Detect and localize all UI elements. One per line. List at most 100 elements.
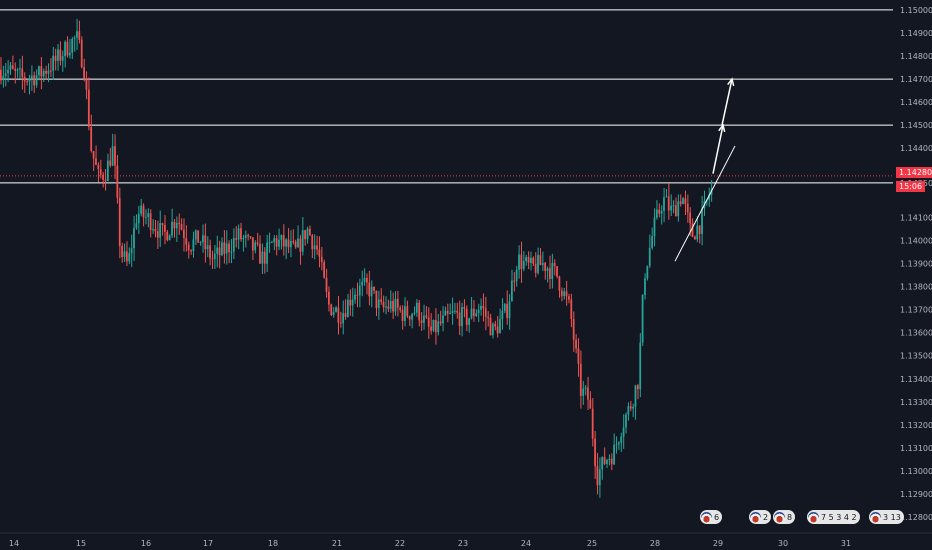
candle-body <box>168 235 171 241</box>
candle-body <box>546 268 549 271</box>
candle-body <box>453 310 456 312</box>
candle-body <box>366 277 368 283</box>
candle-body <box>54 55 57 61</box>
time-tick-label: 21 <box>332 539 342 548</box>
candle-body <box>463 307 466 309</box>
candle-body <box>356 294 359 296</box>
candle-body <box>339 322 342 324</box>
candle-body <box>64 41 66 57</box>
candle-body <box>430 326 432 331</box>
candle-body <box>708 194 711 200</box>
candle-body <box>299 238 302 252</box>
candle-body <box>289 241 292 248</box>
time-tick-label: 24 <box>521 539 531 548</box>
price-tick-label: 1.13800 <box>900 283 932 292</box>
candle-body <box>560 290 563 297</box>
candle-body <box>396 298 399 308</box>
price-tick-label: 1.15000 <box>900 6 932 15</box>
candle-body <box>130 248 133 254</box>
candle-body <box>268 242 271 244</box>
candle-body <box>218 247 221 256</box>
candle-body <box>518 254 520 270</box>
candle-body <box>187 244 190 251</box>
candle-body <box>489 317 492 336</box>
candle-body <box>57 49 59 61</box>
candle-body <box>482 305 485 309</box>
economic-event-badge[interactable]: 2 <box>749 510 772 524</box>
candle-body <box>427 317 430 327</box>
candle-body <box>223 242 226 254</box>
economic-event-badge[interactable]: 8 <box>773 510 796 524</box>
eu-flag-icon <box>870 511 881 523</box>
candle-body <box>95 158 97 165</box>
candle-body <box>292 241 295 243</box>
candle-body <box>577 348 580 364</box>
candle-body <box>190 250 192 252</box>
candle-body <box>468 318 470 325</box>
candle-body <box>472 308 475 317</box>
candle-body <box>78 31 81 40</box>
candle-body <box>525 257 528 262</box>
candle-body <box>470 308 473 319</box>
time-tick-label: 31 <box>841 539 851 548</box>
candle-body <box>663 197 665 211</box>
candle-body <box>670 205 672 211</box>
candle-body <box>520 254 523 269</box>
candle-body <box>674 205 677 217</box>
candle-body <box>625 414 627 428</box>
economic-event-badge[interactable]: 7 5 3 4 2 <box>807 510 860 524</box>
projection-arrow-head <box>718 123 726 133</box>
candle-body <box>686 203 689 213</box>
candle-body <box>211 258 214 260</box>
candle-body <box>135 223 138 228</box>
candle-body <box>273 238 276 243</box>
price-tick-label: 1.13000 <box>900 467 932 476</box>
candle-body <box>363 277 366 282</box>
time-tick-label: 17 <box>203 539 213 548</box>
candle-body <box>275 238 278 247</box>
price-tick-label: 1.13100 <box>900 444 932 453</box>
candle-body <box>111 146 114 166</box>
economic-event-badge[interactable]: 3 13 <box>869 510 904 524</box>
candle-body <box>579 363 582 396</box>
candle-body <box>104 179 107 181</box>
candle-body <box>389 300 392 309</box>
candle-body <box>632 406 634 409</box>
candle-body <box>432 320 435 331</box>
candle-body <box>387 306 390 309</box>
candle-body <box>228 243 230 253</box>
candle-body <box>323 261 326 278</box>
candle-body <box>0 69 2 81</box>
candle-body <box>701 208 703 234</box>
candle-body <box>325 277 328 292</box>
candle-body <box>696 225 699 240</box>
time-tick-label: 18 <box>268 539 278 548</box>
candle-body <box>123 251 126 258</box>
candle-body <box>35 75 38 86</box>
economic-event-badge[interactable]: 6 <box>700 510 723 524</box>
candle-body <box>570 299 573 319</box>
candle-body <box>73 37 76 39</box>
candle-body <box>38 66 40 76</box>
candle-body <box>240 228 242 240</box>
candle-body <box>66 41 69 56</box>
candle-body <box>216 247 219 254</box>
horizontal-levels <box>0 9 893 184</box>
candle-body <box>406 306 409 317</box>
candle-body <box>344 313 347 318</box>
candle-body <box>606 459 608 464</box>
candle-body <box>2 75 5 81</box>
candle-body <box>689 212 692 224</box>
candle-body <box>85 78 88 90</box>
candle-body <box>456 310 459 313</box>
candle-body <box>461 307 463 327</box>
candle-body <box>256 242 259 244</box>
candle-body <box>263 251 266 264</box>
candle-body <box>23 76 26 82</box>
candle-body <box>508 301 511 319</box>
candle-body <box>541 262 544 266</box>
event-count: 6 <box>714 512 720 522</box>
event-count: 2 <box>763 512 769 522</box>
candle-body <box>622 427 625 437</box>
